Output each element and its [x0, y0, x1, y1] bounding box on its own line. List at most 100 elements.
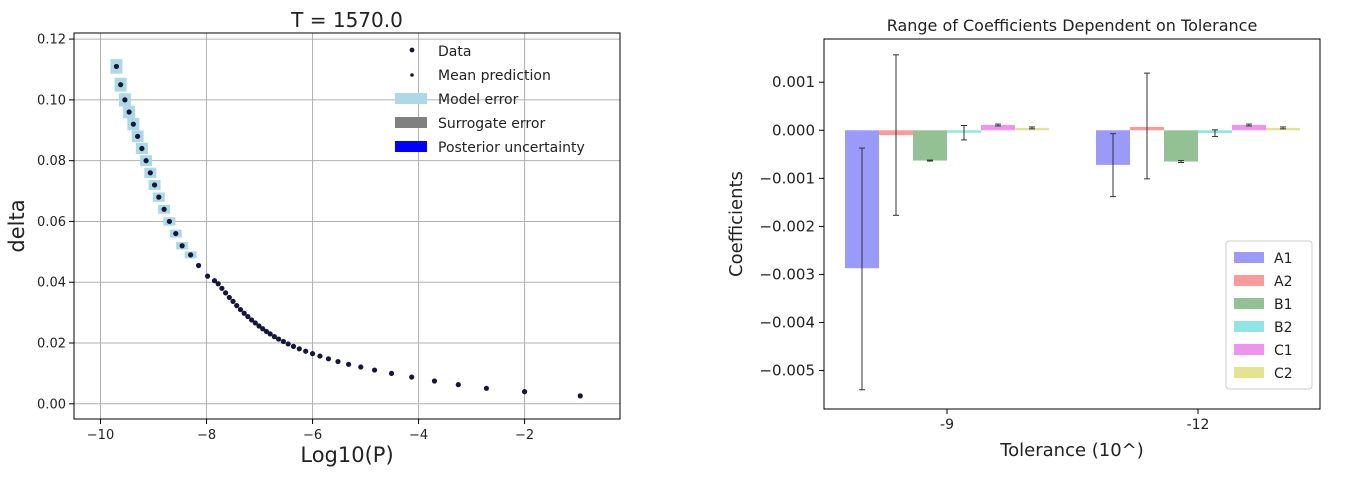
right-y-tick-label: −0.003: [759, 265, 815, 283]
data-point: [151, 182, 158, 188]
data-point: [173, 230, 179, 237]
left-model-error-band: [110, 59, 197, 259]
data-point: [135, 133, 141, 139]
legend-label-surrogate: Surrogate error: [438, 116, 545, 132]
legend-label-c1: C1: [1274, 343, 1293, 359]
data-point: [161, 206, 167, 212]
left-chart-title: T = 1570.0: [290, 8, 403, 32]
right-y-tick-label: −0.005: [759, 362, 815, 380]
data-point: [309, 351, 316, 357]
right-y-tick-label: −0.004: [759, 314, 815, 332]
right-chart-title: Range of Coefficients Dependent on Toler…: [887, 16, 1258, 35]
legend-label-b2: B2: [1274, 320, 1293, 336]
data-point: [431, 378, 438, 384]
left-x-tick-label: −6: [303, 428, 322, 443]
data-point: [260, 326, 266, 332]
data-point: [290, 343, 297, 349]
bar-c1: [981, 125, 1015, 131]
bar-c1: [1232, 125, 1266, 131]
legend-swatch-b2: [1234, 321, 1264, 332]
data-point: [267, 331, 273, 337]
left-plot-frame: [73, 32, 621, 420]
data-point: [577, 393, 583, 399]
data-point: [122, 97, 128, 103]
data-point: [483, 385, 490, 391]
data-point: [143, 158, 149, 164]
data-point: [241, 310, 247, 316]
left-y-tick-label: 0.08: [37, 154, 66, 169]
data-point: [166, 218, 173, 225]
left-x-tick-label: −8: [197, 428, 216, 443]
legend-model-error-swatch: [395, 93, 427, 104]
left-y-tick-label: 0.02: [37, 337, 66, 352]
data-point: [147, 170, 153, 176]
data-point: [248, 317, 255, 323]
data-point: [230, 298, 236, 304]
data-point: [188, 252, 194, 258]
data-point: [345, 361, 352, 367]
data-point: [237, 306, 244, 313]
legend-mean-marker: [410, 73, 414, 77]
data-point: [296, 346, 302, 352]
data-point: [271, 334, 277, 340]
legend-swatch-c2: [1234, 367, 1264, 378]
data-point: [126, 109, 132, 115]
data-point: [358, 364, 364, 370]
data-point: [179, 243, 185, 249]
legend-swatch-b1: [1234, 298, 1264, 309]
data-point: [280, 338, 286, 345]
right-chart: -9 -12 0.001 0.000 −0.001 −0.002 −0.003 −0.004…: [726, 16, 1321, 461]
bar-b1: [913, 130, 947, 161]
data-point: [409, 374, 415, 380]
legend-label-c2: C2: [1274, 366, 1293, 382]
data-point: [156, 194, 162, 200]
data-point: [195, 262, 202, 269]
left-x-tick-label: −2: [515, 428, 534, 443]
left-y-tick-label: 0.12: [37, 33, 66, 48]
data-point: [204, 273, 211, 279]
data-point: [303, 348, 309, 354]
legend-label-posterior: Posterior uncertainty: [438, 140, 585, 156]
left-legend: Data Mean prediction Model error Surroga…: [395, 44, 585, 156]
left-y-ticks: 0.00 0.02 0.04 0.06 0.08 0.10 0.12: [37, 33, 74, 412]
right-y-axis-label: Coefficients: [726, 171, 747, 277]
right-x-tick-label: -9: [940, 417, 954, 433]
left-grid: [74, 33, 620, 419]
data-point: [118, 82, 124, 88]
left-y-tick-label: 0.06: [37, 215, 66, 230]
legend-swatch-a1: [1234, 252, 1264, 263]
legend-label-b1: B1: [1274, 297, 1293, 313]
data-point: [256, 323, 262, 329]
left-chart: −10 −8 −6 −4 −2 0.00 0.02 0.04 0.06 0.08 0.10 0.12…: [5, 8, 621, 467]
left-x-tick-label: −10: [87, 428, 114, 443]
left-y-tick-label: 0.10: [37, 93, 66, 108]
right-legend-frame: [1225, 240, 1313, 390]
data-point: [215, 281, 221, 287]
right-x-axis-label: Tolerance (10^): [999, 440, 1144, 461]
data-point: [252, 320, 258, 326]
legend-label-a1: A1: [1274, 251, 1292, 267]
data-point: [139, 145, 145, 152]
legend-label-data: Data: [438, 44, 471, 60]
right-y-tick-label: 0.000: [772, 121, 815, 139]
legend-label-model-error: Model error: [438, 92, 519, 108]
data-point: [130, 121, 136, 127]
data-point: [335, 358, 341, 365]
right-x-ticks: -9 -12: [940, 409, 1209, 433]
data-point: [325, 356, 332, 362]
left-x-tick-label: −4: [409, 428, 428, 443]
data-point: [113, 63, 120, 70]
data-point: [388, 370, 395, 377]
data-point: [234, 303, 240, 309]
left-x-axis-label: Log10(P): [300, 443, 393, 467]
right-plot-frame: [823, 38, 1321, 410]
left-y-tick-label: 0.04: [37, 276, 66, 291]
bar-b1: [1164, 130, 1198, 162]
data-point: [245, 313, 251, 320]
data-point: [276, 336, 282, 342]
right-x-tick-label: -12: [1187, 417, 1210, 433]
data-point: [371, 367, 378, 373]
left-y-tick-label: 0.00: [37, 397, 66, 412]
data-point: [226, 294, 232, 301]
right-error-bars: [859, 54, 1286, 391]
